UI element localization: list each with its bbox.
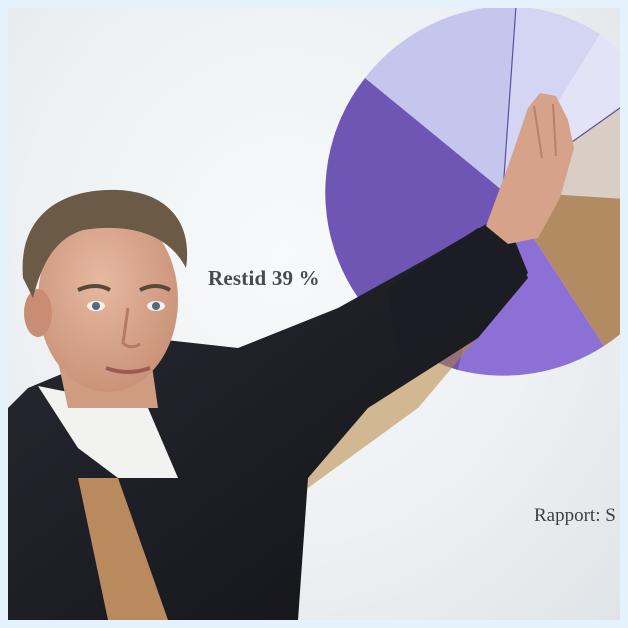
presenter: [8, 93, 574, 620]
mouth: [105, 366, 151, 374]
right-eyebrow: [139, 284, 171, 292]
left-eyebrow: [77, 284, 111, 292]
shirt-lower: [78, 478, 168, 620]
face: [38, 208, 178, 392]
raised-sleeve: [388, 228, 528, 358]
photo-frame: Restid 39 % Rapport: S: [8, 8, 620, 620]
rapport-caption: Rapport: S: [534, 505, 616, 526]
hair: [22, 189, 188, 298]
photo-scene: [8, 8, 620, 620]
nose: [121, 307, 141, 349]
shirt: [38, 386, 178, 478]
pie-slice-light: [365, 8, 516, 191]
ear: [24, 289, 52, 337]
raised-hand: [486, 93, 574, 244]
restid-label: Restid 39 %: [208, 266, 320, 290]
